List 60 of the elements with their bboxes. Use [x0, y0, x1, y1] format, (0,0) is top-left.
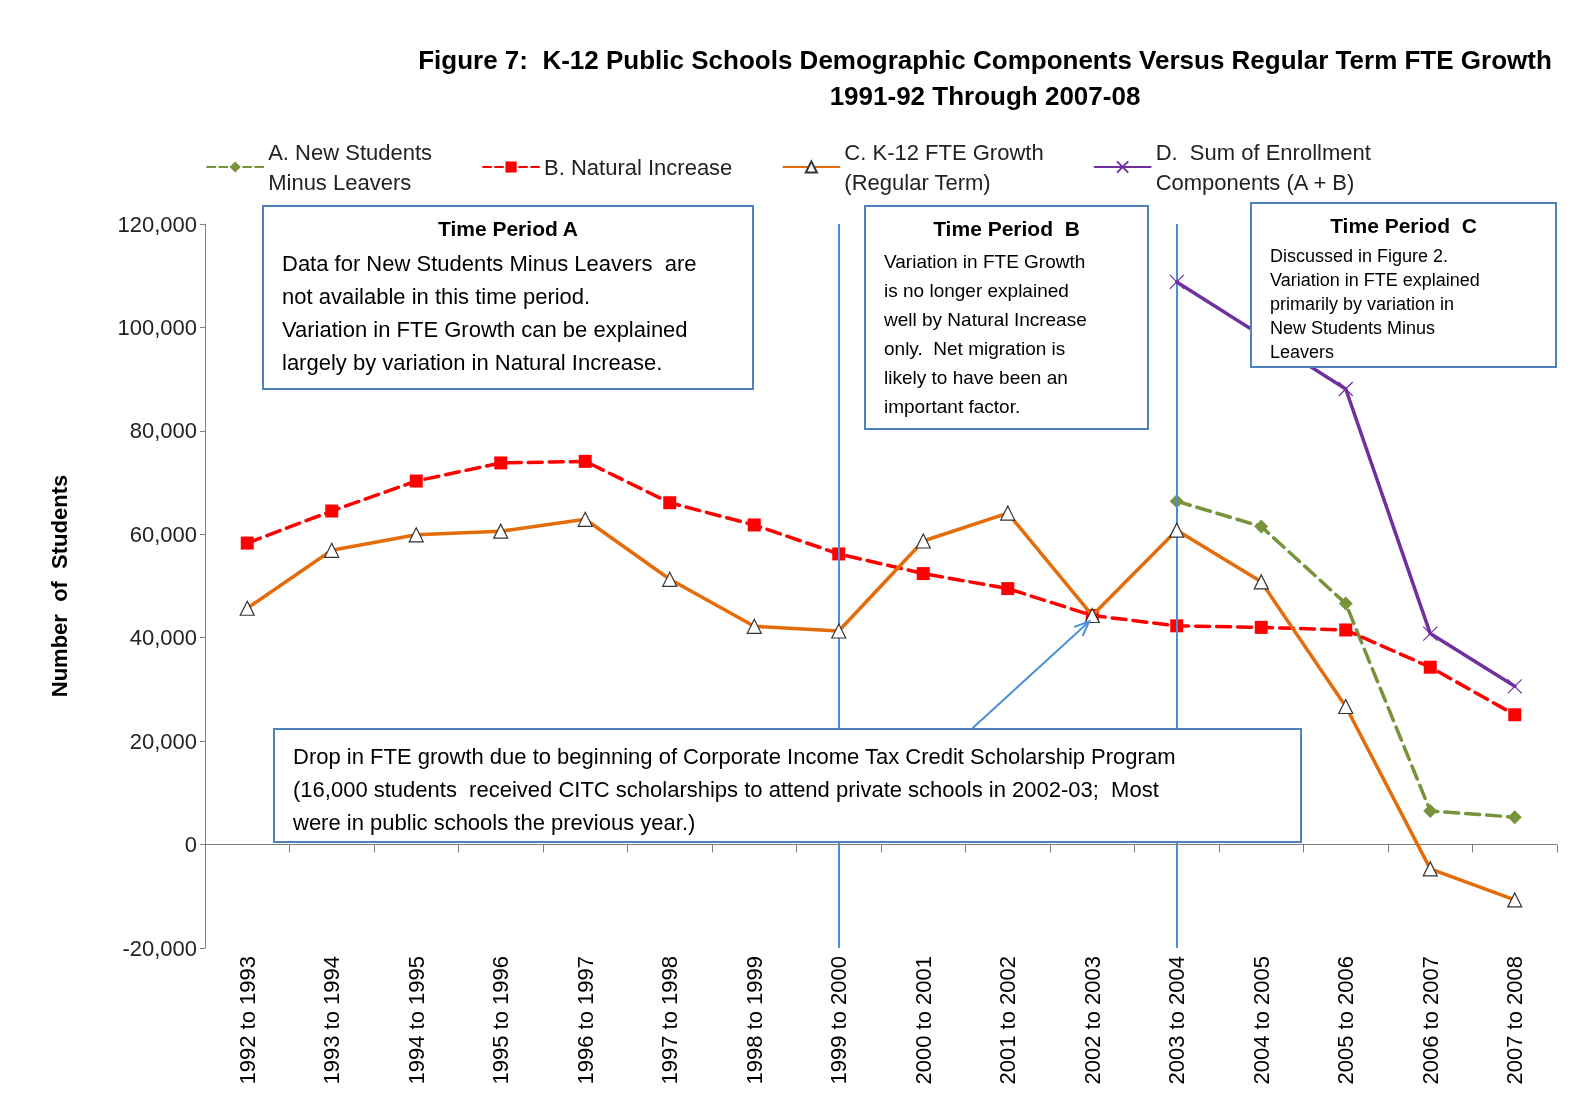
x-tick-label: 2005 to 2006 — [1333, 956, 1359, 1085]
note-box: Time Period A Data for New Students Minus Leavers are not available in this time period. Variation in FTE Growth can be explained largely by variation in Natural Increase. — [262, 205, 754, 390]
x-tick-label: 1994 to 1995 — [403, 956, 429, 1085]
y-tick-label: 60,000 — [129, 521, 197, 547]
note-box: Time Period C Discussed in Figure 2. Variation in FTE explained primarily by variation in New Students Minus Leavers — [1250, 202, 1557, 368]
point — [494, 456, 508, 470]
annotation: Time Period B Variation in FTE Growth is no longer explained well by Natural Increase only. Net migration is likely to have been an important factor. — [883, 217, 1088, 419]
x-tick-label: 1992 to 1993 — [234, 956, 260, 1085]
legend-label: C. K-12 FTE Growth (Regular Term) — [844, 139, 1044, 195]
y-axis-title: Number of Students — [46, 474, 72, 698]
x-tick-label: 1993 to 1994 — [319, 956, 345, 1085]
point — [325, 504, 339, 518]
legend-label: B. Natural Increase — [544, 154, 733, 180]
note-box: Time Period B Variation in FTE Growth is no longer explained well by Natural Increase only. Net migration is likely to have been an important factor. — [864, 205, 1149, 430]
point — [1423, 660, 1437, 674]
point — [1339, 623, 1353, 637]
x-tick-label: 1999 to 2000 — [826, 956, 852, 1085]
annotation: Time Period C Discussed in Figure 2. Variation in FTE explained primarily by variation in New Students Minus Leavers — [1269, 214, 1481, 364]
chart-subtitle: 1991-92 Through 2007-08 — [829, 81, 1141, 111]
x-tick-label: 2007 to 2008 — [1502, 956, 1528, 1085]
x-tick-label: 2002 to 2003 — [1079, 956, 1105, 1085]
legend-label: D. Sum of Enrollment Components (A + B) — [1155, 139, 1371, 195]
x-tick-label: 1995 to 1996 — [488, 956, 514, 1085]
y-tick-label: 40,000 — [129, 625, 197, 651]
y-tick-label: 20,000 — [129, 728, 197, 754]
point — [916, 567, 930, 581]
y-tick-label: 80,000 — [129, 418, 197, 444]
y-tick-label: -20,000 — [122, 935, 197, 961]
point — [1507, 810, 1522, 825]
y-tick-label: 100,000 — [117, 314, 197, 340]
annotation: Time Period A Data for New Students Minus Leavers are not available in this time period. Variation in FTE Growth can be explained largely by variation in Natural Increase. — [281, 217, 698, 377]
point — [240, 536, 254, 550]
x-tick-label: 2006 to 2007 — [1417, 956, 1443, 1085]
x-tick-label: 1996 to 1997 — [572, 956, 598, 1085]
y-tick-label: 0 — [184, 832, 197, 858]
x-tick-label: 2001 to 2002 — [995, 956, 1021, 1085]
point — [663, 496, 677, 510]
point — [1254, 620, 1268, 634]
point — [1001, 582, 1015, 596]
point — [1169, 274, 1185, 290]
x-tick-label: 2004 to 2005 — [1248, 956, 1274, 1085]
x-tick-label: 2000 to 2001 — [910, 956, 936, 1085]
point — [409, 474, 423, 488]
point — [1338, 381, 1354, 397]
chart-title: Figure 7: K-12 Public Schools Demographic Components Versus Regular Term FTE Growth — [418, 45, 1552, 75]
point — [1422, 625, 1438, 642]
point — [1507, 678, 1523, 694]
point — [1508, 708, 1522, 722]
point — [1338, 596, 1353, 611]
x-tick-label: 2003 to 2004 — [1164, 956, 1190, 1085]
point — [1423, 803, 1438, 818]
x-tick-label: 1998 to 1999 — [741, 956, 767, 1085]
x-tick-label: 1997 to 1998 — [657, 956, 683, 1085]
annotation: Drop in FTE growth due to beginning of Corporate Income Tax Credit Scholarship Program (16,000 students received CITC scholarships to attend private schools in 2002-03; Most were in public schools the previous year.) — [292, 743, 1177, 837]
point — [578, 454, 592, 468]
note-box: Drop in FTE growth due to beginning of Corporate Income Tax Credit Scholarship Program (16,000 students received CITC scholarships to attend private schools in 2002-03; Most were in public schools the previous year.) — [273, 728, 1302, 843]
point — [1254, 519, 1269, 534]
y-tick-label: 120,000 — [117, 211, 197, 237]
legend-label: A. New Students Minus Leavers — [268, 139, 433, 195]
point — [747, 518, 761, 532]
